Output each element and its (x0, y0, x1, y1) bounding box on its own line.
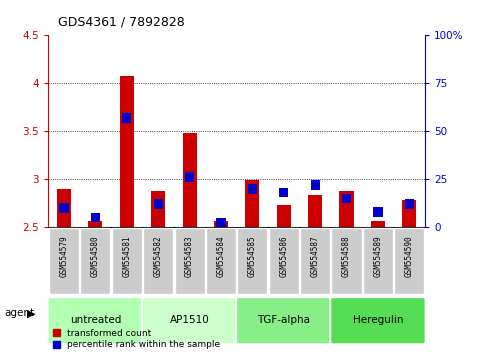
Bar (59, 203, 69, 213)
Text: AP1510: AP1510 (170, 315, 210, 325)
Bar (342, 194, 351, 203)
Text: Heregulin: Heregulin (353, 315, 403, 325)
Bar (122, 113, 131, 122)
FancyBboxPatch shape (49, 228, 79, 294)
Text: GSM554584: GSM554584 (216, 235, 226, 277)
Bar (151, 191, 165, 227)
FancyBboxPatch shape (300, 228, 330, 294)
Text: GSM554585: GSM554585 (248, 235, 257, 277)
FancyBboxPatch shape (363, 228, 393, 294)
Text: ▶: ▶ (27, 308, 35, 318)
Bar (120, 76, 134, 227)
Bar (373, 207, 383, 217)
Bar (88, 221, 102, 227)
Text: GSM554590: GSM554590 (405, 235, 414, 277)
Bar (245, 180, 259, 227)
Bar (154, 199, 163, 209)
Text: GSM554579: GSM554579 (59, 235, 69, 277)
Text: GSM554586: GSM554586 (279, 235, 288, 277)
Bar (311, 180, 320, 190)
Text: GSM554587: GSM554587 (311, 235, 320, 277)
FancyBboxPatch shape (112, 228, 142, 294)
Bar (277, 205, 291, 227)
Bar (402, 200, 416, 227)
FancyBboxPatch shape (330, 297, 426, 344)
Bar (216, 218, 226, 228)
FancyBboxPatch shape (236, 297, 331, 344)
Bar (57, 189, 71, 227)
Text: TGF-alpha: TGF-alpha (257, 315, 310, 325)
Bar (183, 133, 197, 227)
Text: GSM554588: GSM554588 (342, 235, 351, 277)
Text: GSM554581: GSM554581 (122, 235, 131, 277)
FancyBboxPatch shape (206, 228, 236, 294)
Bar (91, 213, 100, 222)
Bar (248, 184, 257, 194)
FancyBboxPatch shape (80, 228, 111, 294)
Text: GSM554589: GSM554589 (373, 235, 383, 277)
Text: untreated: untreated (70, 315, 121, 325)
Bar (279, 188, 288, 198)
Bar (371, 221, 385, 227)
Legend: transformed count, percentile rank within the sample: transformed count, percentile rank withi… (53, 329, 220, 349)
Text: GSM554582: GSM554582 (154, 235, 163, 277)
Text: agent: agent (5, 308, 35, 318)
FancyBboxPatch shape (142, 297, 237, 344)
Text: GSM554580: GSM554580 (91, 235, 100, 277)
FancyBboxPatch shape (143, 228, 173, 294)
FancyBboxPatch shape (237, 228, 268, 294)
FancyBboxPatch shape (394, 228, 425, 294)
Bar (214, 221, 228, 227)
FancyBboxPatch shape (174, 228, 205, 294)
Text: GDS4361 / 7892828: GDS4361 / 7892828 (58, 15, 185, 28)
Bar (185, 172, 194, 182)
Text: GSM554583: GSM554583 (185, 235, 194, 277)
Bar (405, 199, 414, 209)
FancyBboxPatch shape (269, 228, 299, 294)
Bar (308, 194, 322, 227)
FancyBboxPatch shape (48, 297, 143, 344)
Bar (340, 191, 354, 227)
FancyBboxPatch shape (331, 228, 362, 294)
